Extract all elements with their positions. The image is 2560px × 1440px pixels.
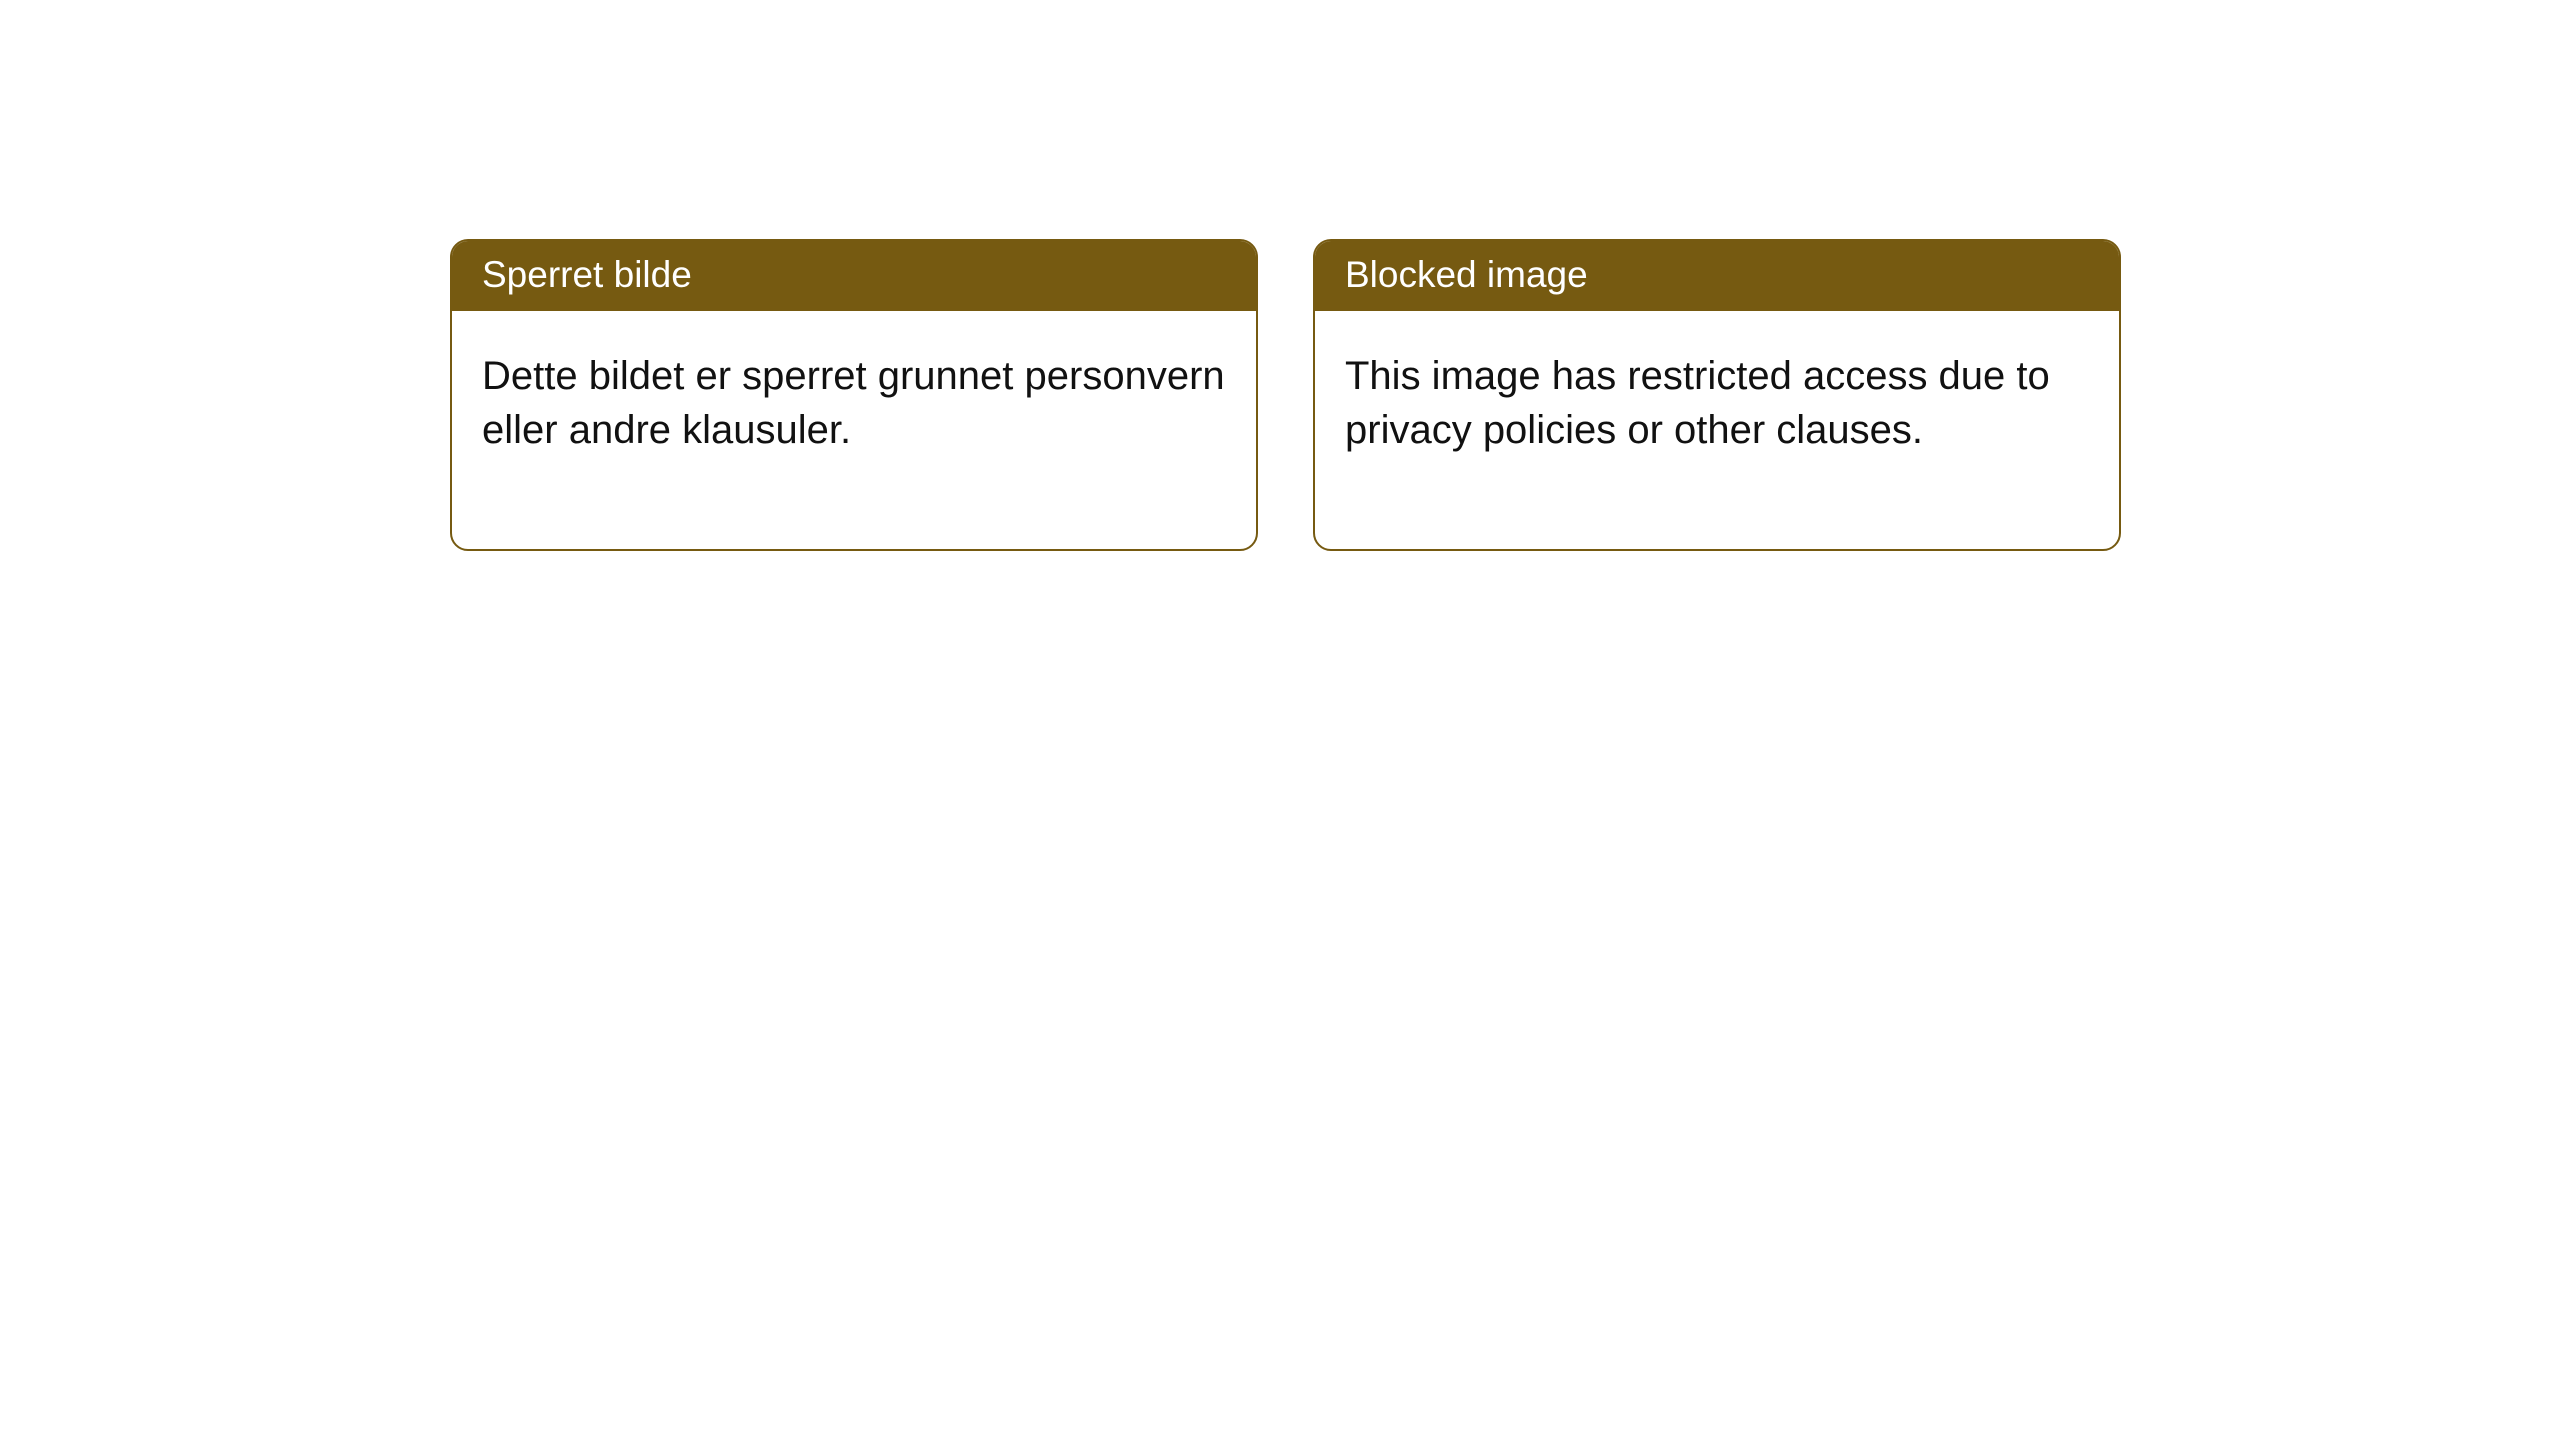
notice-card-english: Blocked image This image has restricted …	[1313, 239, 2121, 551]
notice-card-norwegian: Sperret bilde Dette bildet er sperret gr…	[450, 239, 1258, 551]
notice-body: This image has restricted access due to …	[1315, 311, 2119, 549]
notice-container: Sperret bilde Dette bildet er sperret gr…	[450, 239, 2121, 551]
notice-title: Sperret bilde	[452, 241, 1256, 311]
notice-title: Blocked image	[1315, 241, 2119, 311]
notice-body: Dette bildet er sperret grunnet personve…	[452, 311, 1256, 549]
